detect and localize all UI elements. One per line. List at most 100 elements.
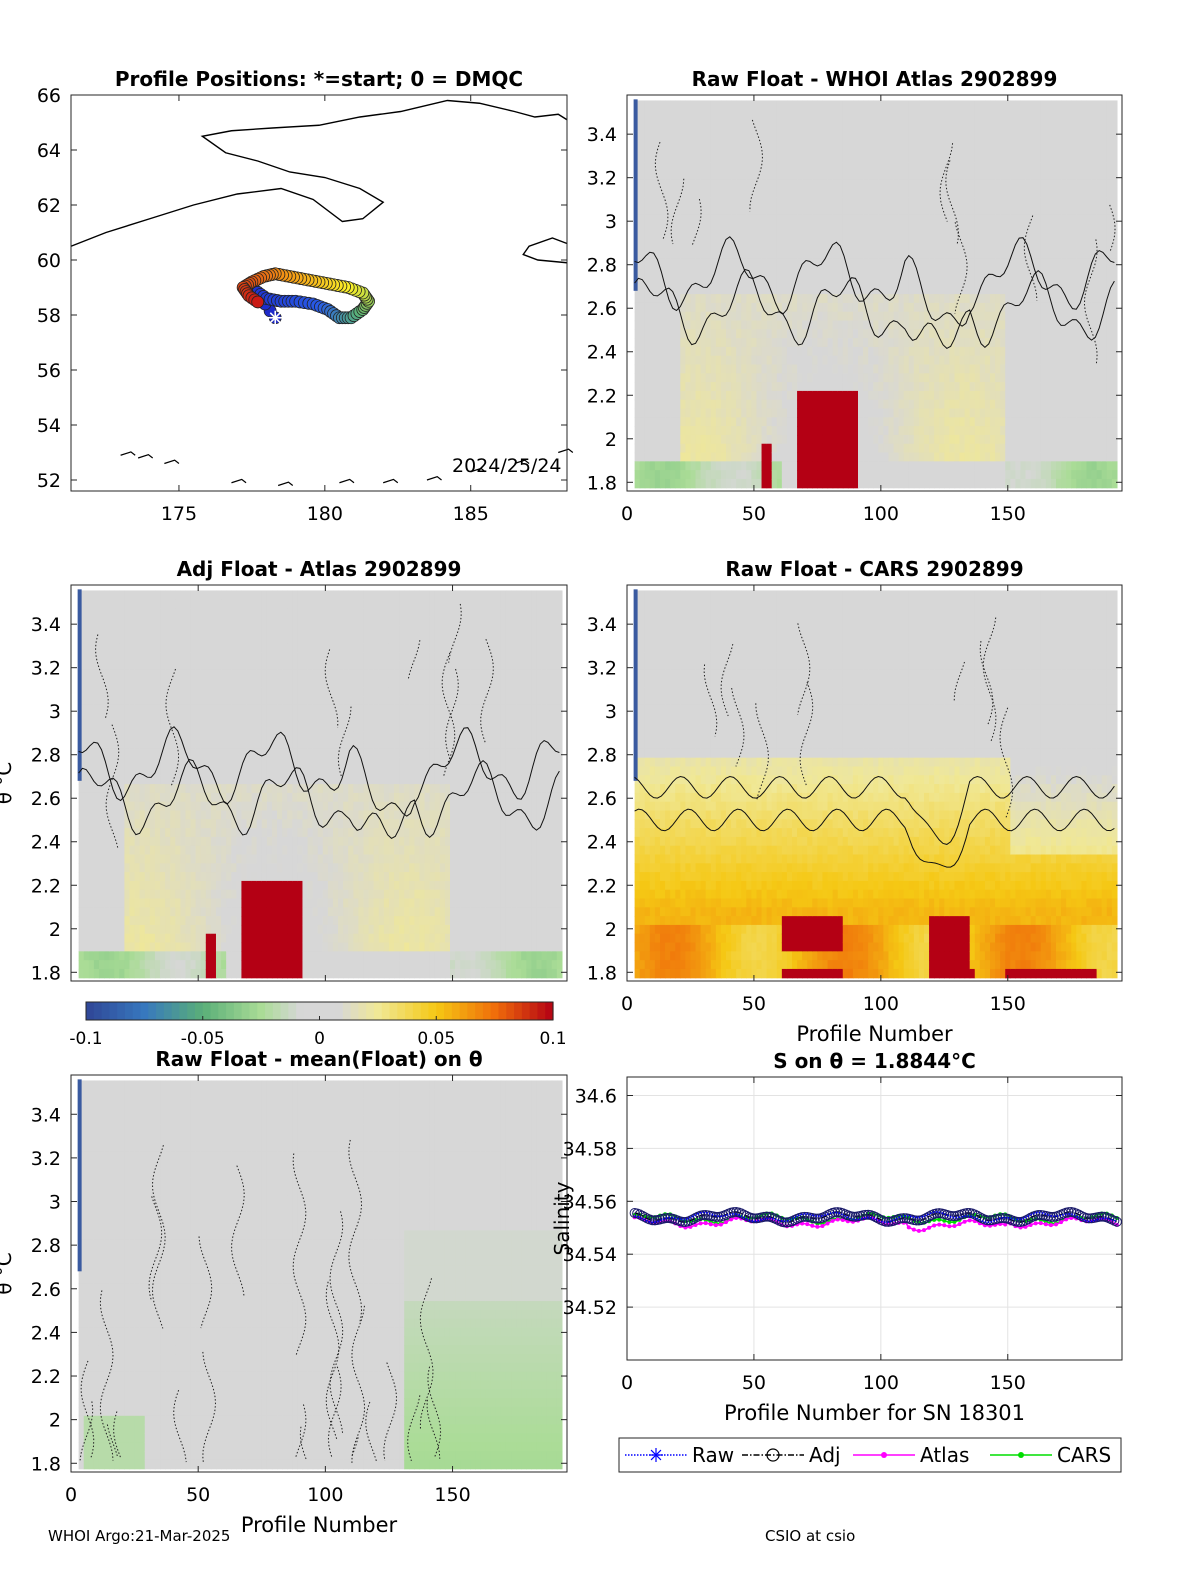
heatmap-cell	[675, 241, 681, 251]
heatmap-cell	[124, 616, 131, 627]
heatmap-cell	[792, 382, 798, 392]
heatmap-cell	[700, 478, 707, 489]
heatmap-cell	[822, 135, 829, 146]
heatmap-cell	[1015, 408, 1022, 418]
heatmap-cell	[670, 100, 676, 110]
heatmap-cell	[893, 364, 900, 374]
heatmap-cell	[104, 951, 110, 961]
heatmap-cell	[990, 188, 996, 198]
heatmap-cell	[822, 355, 829, 366]
heatmap-cell	[1025, 135, 1032, 146]
heatmap-cell	[83, 784, 90, 794]
heatmap-cell	[1025, 250, 1032, 260]
heatmap-cell	[119, 801, 126, 812]
heatmap-cell	[858, 417, 864, 427]
heatmap-cell	[715, 382, 722, 392]
heatmap-cell	[863, 426, 869, 436]
heatmap-cell	[660, 241, 666, 251]
heatmap-cell	[731, 206, 737, 216]
heatmap-cell	[1020, 426, 1027, 436]
heatmap-cell	[1015, 346, 1022, 357]
heatmap-cell	[93, 942, 100, 952]
heatmap-cell	[827, 232, 834, 242]
heatmap-cell	[812, 399, 818, 410]
heatmap-cell	[736, 329, 742, 339]
heatmap-cell	[995, 294, 1001, 304]
heatmap-cell	[924, 241, 930, 251]
heatmap-cell	[1040, 206, 1047, 216]
heatmap-cell	[873, 311, 879, 322]
heatmap-cell	[670, 241, 676, 251]
heatmap-cell	[675, 382, 681, 392]
heatmap-cell	[685, 214, 692, 225]
heatmap-cell	[1015, 478, 1022, 489]
heatmap-cell	[1040, 470, 1047, 480]
heatmap-cell	[129, 713, 136, 724]
heatmap-cell	[1035, 399, 1042, 410]
heatmap-cell	[934, 144, 940, 154]
heatmap-cell	[974, 285, 981, 295]
heatmap-cell	[913, 153, 920, 163]
heatmap-cell	[929, 197, 935, 207]
heatmap-cell	[878, 329, 884, 339]
heatmap-cell	[797, 382, 803, 392]
heatmap-cell	[634, 417, 641, 427]
heatmap-cell	[690, 346, 697, 357]
heatmap-cell	[817, 179, 824, 190]
heatmap-cell	[817, 294, 824, 304]
heatmap-cell	[639, 426, 646, 436]
heatmap-cell	[873, 100, 879, 110]
heatmap-cell	[766, 426, 773, 436]
heatmap-cell	[954, 258, 961, 269]
heatmap-cell	[761, 100, 768, 110]
heatmap-cell	[1000, 417, 1006, 427]
heatmap-cell	[990, 223, 996, 234]
heatmap-cell	[908, 267, 915, 278]
heatmap-cell	[1040, 399, 1047, 410]
heatmap-cell	[634, 452, 641, 462]
heatmap-cell	[949, 223, 956, 234]
heatmap-cell	[776, 461, 783, 471]
heatmap-cell	[939, 461, 945, 471]
heatmap-cell	[1056, 338, 1062, 348]
heatmap-cell	[913, 434, 920, 445]
heatmap-cell	[959, 250, 966, 260]
heatmap-cell	[1101, 311, 1108, 322]
heatmap-cell	[858, 434, 864, 445]
heatmap-cell	[807, 206, 813, 216]
heatmap-cell	[863, 294, 869, 304]
heatmap-cell	[1035, 267, 1042, 278]
heatmap-cell	[1050, 153, 1057, 163]
heatmap-cell	[817, 206, 824, 216]
map-background	[71, 95, 567, 491]
heatmap-cell	[822, 118, 829, 128]
heatmap-cell	[1076, 373, 1082, 383]
heatmap-cell	[990, 373, 996, 383]
heatmap-cell	[918, 373, 925, 383]
heatmap-cell	[756, 338, 763, 348]
heatmap-cell	[888, 144, 895, 154]
heatmap-cell	[827, 434, 834, 445]
heatmap-cell	[93, 916, 100, 926]
heatmap-cell	[649, 118, 656, 128]
heatmap-cell	[903, 311, 910, 322]
heatmap-cell	[1020, 443, 1027, 454]
heatmap-cell	[1101, 153, 1108, 163]
heatmap-cell	[710, 118, 717, 128]
heatmap-cell	[134, 828, 141, 838]
heatmap-cell	[1106, 399, 1113, 410]
heatmap-cell	[1111, 135, 1118, 146]
heatmap-cell	[710, 126, 717, 137]
heatmap-cell	[1076, 338, 1082, 348]
heatmap-cell	[873, 276, 879, 286]
heatmap-cell	[1000, 452, 1006, 462]
heatmap-cell	[954, 267, 961, 278]
heatmap-cell	[858, 338, 864, 348]
heatmap-cell	[990, 197, 996, 207]
heatmap-cell	[979, 153, 986, 163]
heatmap-cell	[1010, 382, 1016, 392]
heatmap-cell	[934, 399, 940, 410]
heatmap-cell	[797, 294, 803, 304]
heatmap-cell	[949, 188, 956, 198]
heatmap-cell	[1096, 285, 1103, 295]
